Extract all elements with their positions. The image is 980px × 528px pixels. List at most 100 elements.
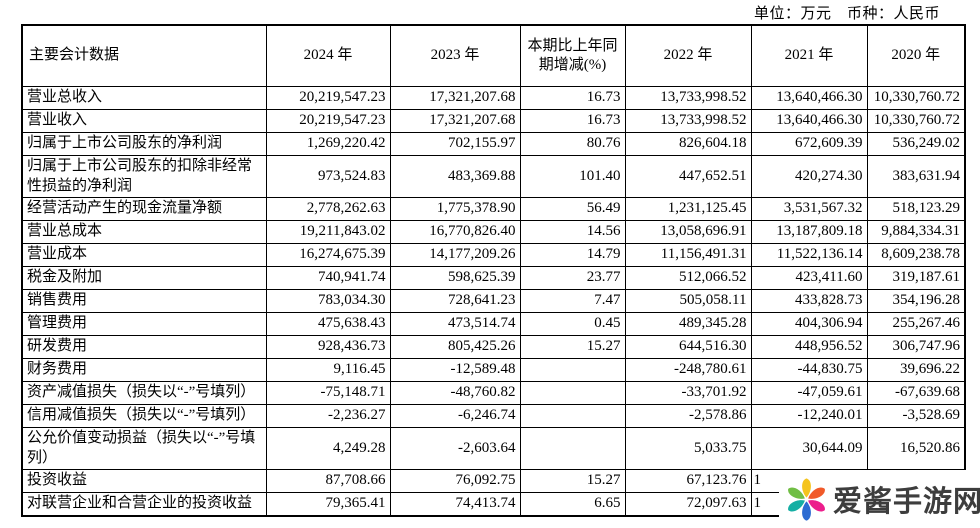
value-cell: 644,516.30 (624, 335, 752, 359)
value-cell: -67,639.68 (866, 381, 966, 405)
value-cell: 0.45 (519, 312, 626, 336)
row-label: 财务费用 (21, 358, 267, 382)
table-row: 营业总成本 19,211,843.02 16,770,826.40 14.56 13,0… (21, 220, 966, 244)
value-cell: 473,514.74 (389, 312, 521, 336)
value-cell: 805,425.26 (389, 335, 521, 359)
value-cell: 740,941.74 (265, 266, 391, 290)
value-cell: 16,770,826.40 (389, 220, 521, 244)
value-cell: 17,321,207.68 (389, 86, 521, 110)
table-row: 经营活动产生的现金流量净额 2,778,262.63 1,775,378.90 56.… (21, 197, 966, 221)
value-cell: 23.77 (519, 266, 626, 290)
value-cell (519, 381, 626, 405)
value-cell: 74,413.74 (389, 492, 521, 517)
value-cell: 7.47 (519, 289, 626, 313)
value-cell: 2,778,262.63 (265, 197, 391, 221)
value-cell: 10,330,760.72 (866, 86, 966, 110)
value-cell: 3,531,567.32 (750, 197, 868, 221)
value-cell: 489,345.28 (624, 312, 752, 336)
value-cell: -75,148.71 (265, 381, 391, 405)
row-label: 销售费用 (21, 289, 267, 313)
table-row: 信用减值损失（损失以“-”号填列） -2,236.27 -6,246.74 -2,57… (21, 404, 966, 428)
value-cell: 505,058.11 (624, 289, 752, 313)
value-cell: 14,177,209.26 (389, 243, 521, 267)
value-cell: -12,589.48 (389, 358, 521, 382)
value-cell: 14.79 (519, 243, 626, 267)
value-cell: 30,644.09 (750, 427, 868, 470)
value-cell: 826,604.18 (624, 132, 752, 156)
value-cell: -3,528.69 (866, 404, 966, 428)
row-label: 公允价值变动损益（损失以“-”号填列） (21, 427, 267, 470)
value-cell: 19,211,843.02 (265, 220, 391, 244)
row-label: 营业收入 (21, 109, 267, 133)
value-cell: 6.65 (519, 492, 626, 517)
value-cell: 672,609.39 (750, 132, 868, 156)
value-cell: 404,306.94 (750, 312, 868, 336)
row-label: 营业总收入 (21, 86, 267, 110)
value-cell: -44,830.75 (750, 358, 868, 382)
table-row: 营业成本 16,274,675.39 14,177,209.26 14.79 11,15… (21, 243, 966, 267)
value-cell: 13,733,998.52 (624, 109, 752, 133)
value-cell: 13,058,696.91 (624, 220, 752, 244)
header-cell: 2021 年 (750, 24, 868, 87)
value-cell: -47,059.61 (750, 381, 868, 405)
unit-currency-label: 单位：万元 币种：人民币 (753, 6, 940, 22)
table-row: 销售费用 783,034.30 728,641.23 7.47 505,058.11 43… (21, 289, 966, 313)
row-label: 对联营企业和合营企业的投资收益 (21, 492, 267, 517)
value-cell: 319,187.61 (866, 266, 966, 290)
watermark: 爱酱手游网 (779, 470, 980, 528)
value-cell: 14.56 (519, 220, 626, 244)
value-cell: 783,034.30 (265, 289, 391, 313)
row-label: 信用减值损失（损失以“-”号填列） (21, 404, 267, 428)
value-cell (519, 358, 626, 382)
value-cell: 67,123.76 (624, 469, 752, 493)
value-cell (519, 427, 626, 470)
value-cell: 13,733,998.52 (624, 86, 752, 110)
value-cell: 20,219,547.23 (265, 86, 391, 110)
value-cell: 16,274,675.39 (265, 243, 391, 267)
table-row: 营业总收入 20,219,547.23 17,321,207.68 16.73 13,7… (21, 86, 966, 110)
value-cell: 255,267.46 (866, 312, 966, 336)
value-cell: 1,269,220.42 (265, 132, 391, 156)
value-cell: 728,641.23 (389, 289, 521, 313)
value-cell: -12,240.01 (750, 404, 868, 428)
value-cell: 475,638.43 (265, 312, 391, 336)
value-cell: 483,369.88 (389, 155, 521, 198)
value-cell: 536,249.02 (866, 132, 966, 156)
header-cell: 本期比上年同期增减(%) (519, 24, 626, 87)
value-cell: 15.27 (519, 469, 626, 493)
value-cell: -6,246.74 (389, 404, 521, 428)
value-cell: 306,747.96 (866, 335, 966, 359)
value-cell: 10,330,760.72 (866, 109, 966, 133)
row-label: 归属于上市公司股东的净利润 (21, 132, 267, 156)
watermark-text: 爱酱手游网 (833, 486, 980, 518)
value-cell: 447,652.51 (624, 155, 752, 198)
value-cell: 15.27 (519, 335, 626, 359)
value-cell: 87,708.66 (265, 469, 391, 493)
flower-petals (788, 477, 825, 521)
row-label: 归属于上市公司股东的扣除非经常性损益的净利润 (21, 155, 267, 198)
table-row: 研发费用 928,436.73 805,425.26 15.27 644,516.30 4… (21, 335, 966, 359)
header-cell: 2020 年 (866, 24, 966, 87)
value-cell: 11,156,491.31 (624, 243, 752, 267)
header-cell: 2022 年 (624, 24, 752, 87)
value-cell: 702,155.97 (389, 132, 521, 156)
value-cell: 433,828.73 (750, 289, 868, 313)
value-cell: 16.73 (519, 109, 626, 133)
value-cell: 5,033.75 (624, 427, 752, 470)
table-row: 营业收入 20,219,547.23 17,321,207.68 16.73 13,73… (21, 109, 966, 133)
value-cell: 928,436.73 (265, 335, 391, 359)
header-row: 主要会计数据 2024 年 2023 年本期比上年同期增减(%) 2022 年 2021… (21, 24, 966, 87)
table-body: 营业总收入 20,219,547.23 17,321,207.68 16.73 13,7… (21, 86, 966, 517)
value-cell: 598,625.39 (389, 266, 521, 290)
header-cell: 主要会计数据 (21, 24, 267, 87)
header-cell: 2024 年 (265, 24, 391, 87)
value-cell: -2,603.64 (389, 427, 521, 470)
row-label: 经营活动产生的现金流量净额 (21, 197, 267, 221)
value-cell: 16.73 (519, 86, 626, 110)
table-row: 财务费用 9,116.45 -12,589.48 -248,780.61 -44,830… (21, 358, 966, 382)
value-cell: 76,092.75 (389, 469, 521, 493)
value-cell: 4,249.28 (265, 427, 391, 470)
value-cell: -2,236.27 (265, 404, 391, 428)
value-cell: 79,365.41 (265, 492, 391, 517)
